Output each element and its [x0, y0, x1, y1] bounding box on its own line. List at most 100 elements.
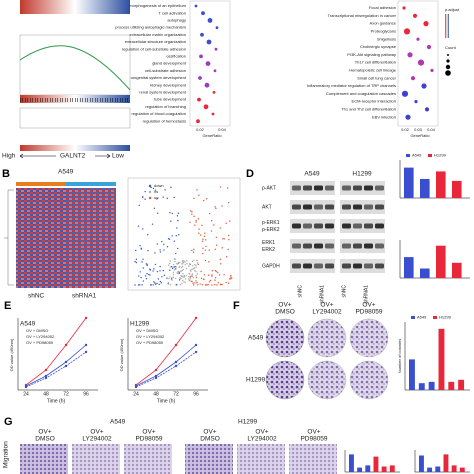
- volcano-point: [231, 277, 233, 279]
- volcano-point: [156, 270, 159, 273]
- volcano-point: [208, 261, 210, 263]
- volcano-point: [200, 270, 202, 273]
- legend-swatch: [406, 154, 410, 157]
- blot: [290, 219, 335, 233]
- volcano-point: [156, 243, 159, 245]
- condition-label: OV+: [38, 429, 51, 436]
- band: [375, 185, 384, 191]
- band: [303, 263, 312, 269]
- condition-label: OV+: [255, 429, 268, 436]
- bar: [443, 454, 449, 472]
- colony-dishes: [265, 318, 389, 400]
- band: [375, 263, 384, 269]
- band: [342, 223, 351, 229]
- axis-label: Number of colonies: [397, 339, 402, 373]
- volcano-point: [190, 280, 192, 283]
- volcano-point: [191, 275, 193, 278]
- go-term: kidney development: [150, 82, 186, 87]
- legend-swatch: [428, 154, 432, 157]
- volcano-point: [192, 276, 195, 279]
- volcano-point: [199, 234, 202, 236]
- band: [303, 243, 312, 249]
- volcano-point: [170, 278, 173, 280]
- volcano-point: [186, 262, 188, 265]
- band: [353, 263, 362, 269]
- volcano-point: [142, 280, 145, 282]
- blot: [340, 259, 385, 273]
- blot: [340, 239, 385, 253]
- legend-dot: [447, 54, 449, 56]
- band: [314, 243, 323, 249]
- kegg-dot: [410, 76, 416, 81]
- volcano-point: [158, 283, 160, 286]
- go-frame: [189, 0, 231, 127]
- volcano-point: [230, 276, 232, 278]
- volcano-point: [178, 279, 181, 281]
- migration-image: [20, 444, 68, 474]
- heatmap-shnc: [16, 188, 66, 288]
- growth-line: [135, 317, 197, 386]
- bar: [448, 381, 455, 390]
- volcano-point: [195, 280, 197, 282]
- band: [375, 223, 384, 229]
- migration-image: [237, 444, 285, 474]
- volcano-point: [175, 235, 177, 237]
- legend-label: H1299: [439, 315, 452, 320]
- volcano-point: [203, 278, 205, 281]
- axis-label: GeneRatio: [202, 133, 222, 138]
- band: [375, 243, 384, 249]
- kegg-term: ECM-receptor interaction: [352, 99, 396, 104]
- bar: [452, 262, 462, 278]
- volcano-point: [169, 269, 171, 271]
- axis: [127, 318, 208, 391]
- volcano-point: [184, 281, 186, 284]
- volcano-point: [181, 262, 184, 264]
- axis: [399, 160, 470, 199]
- band: [353, 204, 362, 210]
- volcano-point: [137, 284, 140, 286]
- cell-label: A549: [304, 171, 320, 178]
- volcano-point: [198, 228, 200, 230]
- migration-image: [72, 444, 120, 474]
- condition-label: OV+: [278, 302, 291, 309]
- volcano-point: [179, 277, 181, 279]
- legend-label: OV + DMSO: [26, 328, 48, 333]
- volcano-point: [135, 258, 138, 260]
- volcano-point: [153, 268, 155, 270]
- volcano-point: [191, 213, 193, 215]
- axis-label: GeneRatio: [410, 133, 430, 138]
- volcano-point: [175, 263, 178, 265]
- condition-label: OV+: [142, 429, 155, 436]
- legend-swatch: [433, 316, 437, 319]
- panel-label: D: [246, 168, 254, 180]
- band: [342, 185, 351, 191]
- volcano-point: [191, 265, 194, 267]
- volcano-point: [177, 272, 179, 275]
- volcano-point: [159, 251, 162, 253]
- growth-point: [154, 374, 158, 378]
- volcano-point: [178, 266, 180, 269]
- volcano-point: [178, 233, 180, 236]
- go-term: urogenital system development: [131, 75, 187, 80]
- band: [292, 185, 301, 191]
- volcano-point: [218, 274, 221, 276]
- volcano-point: [225, 281, 227, 284]
- volcano-point: [153, 207, 156, 209]
- volcano-point: [167, 238, 170, 240]
- growth-point: [134, 385, 138, 389]
- volcano-point: [149, 274, 151, 276]
- volcano-point: [159, 270, 161, 272]
- volcano-point: [154, 282, 156, 284]
- volcano-point: [214, 206, 216, 208]
- volcano-point: [171, 279, 173, 281]
- band-label: p-ERK2: [262, 227, 280, 233]
- panel-label: E: [4, 300, 11, 312]
- go-term: cell-substrate adhesion: [145, 68, 186, 73]
- kegg-dot: [426, 44, 432, 50]
- volcano-frame: [127, 177, 241, 291]
- panel-label: B: [2, 168, 10, 180]
- volcano-point: [181, 265, 184, 268]
- blot: [290, 200, 335, 214]
- go-dot: [207, 18, 213, 23]
- bar: [365, 465, 371, 472]
